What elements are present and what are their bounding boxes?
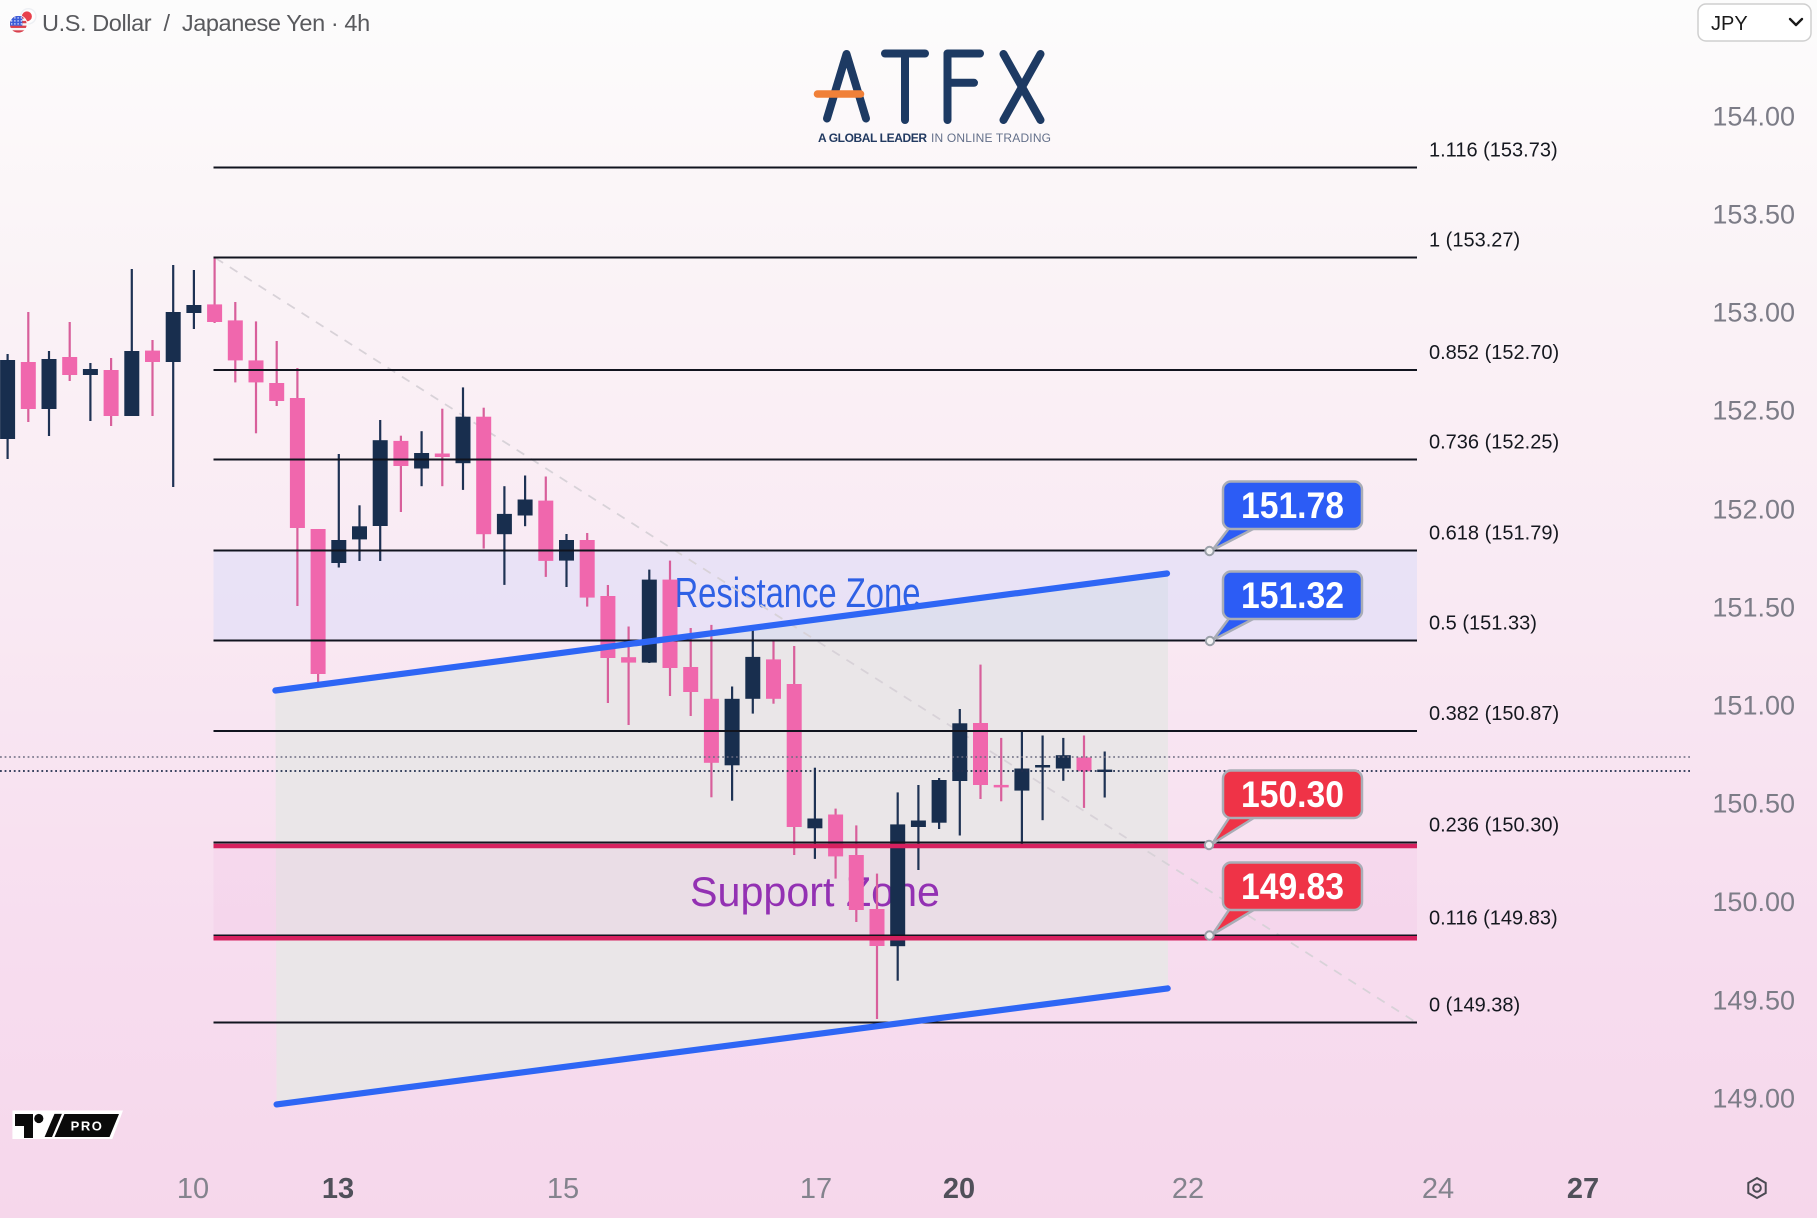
- svg-text:PRO: PRO: [71, 1119, 104, 1134]
- svg-text:152.00: 152.00: [1712, 495, 1795, 525]
- svg-text:0.236 (150.30): 0.236 (150.30): [1429, 815, 1559, 837]
- svg-text:151.32: 151.32: [1241, 575, 1344, 616]
- svg-text:0.618 (151.79): 0.618 (151.79): [1429, 523, 1559, 545]
- svg-text:0.5 (151.33): 0.5 (151.33): [1429, 613, 1537, 635]
- svg-text:150.50: 150.50: [1712, 789, 1795, 819]
- svg-text:1 (153.27): 1 (153.27): [1429, 230, 1520, 252]
- svg-text:0 (149.38): 0 (149.38): [1429, 995, 1520, 1017]
- svg-text:154.00: 154.00: [1712, 102, 1795, 132]
- svg-text:20: 20: [943, 1173, 975, 1205]
- svg-text:150.00: 150.00: [1712, 887, 1795, 917]
- svg-text:151.78: 151.78: [1241, 485, 1344, 526]
- svg-text:149.00: 149.00: [1712, 1084, 1795, 1114]
- svg-text:151.00: 151.00: [1712, 691, 1795, 721]
- svg-text:149.83: 149.83: [1241, 866, 1344, 907]
- svg-text:27: 27: [1567, 1173, 1599, 1205]
- svg-text:17: 17: [800, 1173, 832, 1205]
- svg-text:153.50: 153.50: [1712, 200, 1795, 230]
- svg-text:1.116 (153.73): 1.116 (153.73): [1429, 140, 1558, 162]
- svg-text:0.116 (149.83): 0.116 (149.83): [1429, 908, 1558, 930]
- svg-text:24: 24: [1422, 1173, 1454, 1205]
- svg-text:0.736 (152.25): 0.736 (152.25): [1429, 432, 1559, 454]
- svg-text:U.S. Dollar / Japanese Yen ·: U.S. Dollar / Japanese Yen · 4h: [42, 10, 370, 36]
- svg-text:149.50: 149.50: [1712, 986, 1795, 1016]
- svg-text:A GLOBAL LEADER: A GLOBAL LEADER: [818, 131, 927, 145]
- svg-text:0.852 (152.70): 0.852 (152.70): [1429, 342, 1559, 364]
- svg-text:22: 22: [1172, 1173, 1204, 1205]
- svg-text:JPY: JPY: [1711, 13, 1748, 35]
- svg-text:IN ONLINE TRADING: IN ONLINE TRADING: [931, 131, 1051, 145]
- svg-text:10: 10: [177, 1173, 209, 1205]
- svg-text:13: 13: [322, 1173, 354, 1205]
- svg-text:15: 15: [547, 1173, 579, 1205]
- svg-text:153.00: 153.00: [1712, 298, 1795, 328]
- svg-text:150.30: 150.30: [1241, 774, 1344, 815]
- svg-text:151.50: 151.50: [1712, 593, 1795, 623]
- svg-text:0.382 (150.87): 0.382 (150.87): [1429, 703, 1559, 725]
- svg-text:152.50: 152.50: [1712, 396, 1795, 426]
